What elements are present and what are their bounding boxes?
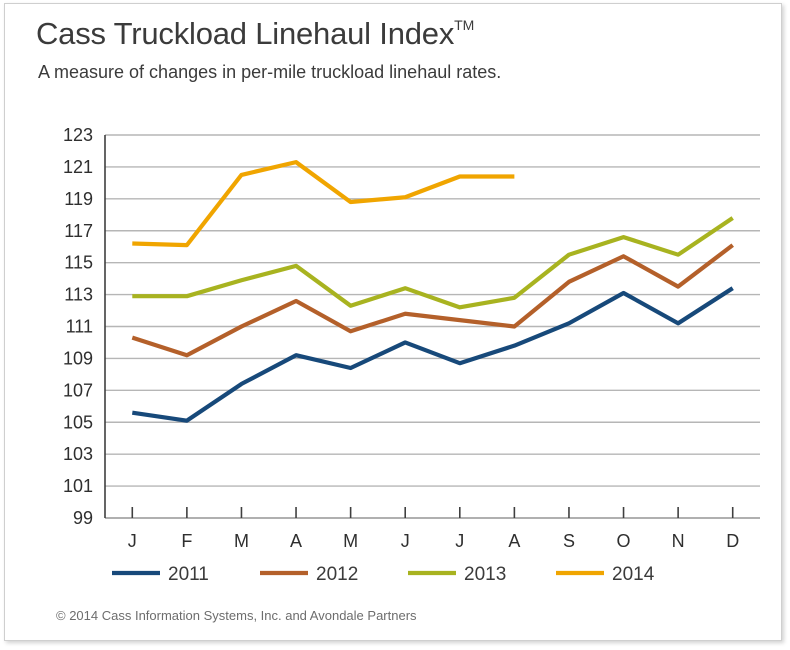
- x-axis-tick-label: A: [290, 531, 302, 551]
- page-title: Cass Truckload Linehaul IndexTM: [36, 16, 474, 52]
- series-line-2012: [131, 243, 734, 358]
- x-axis-tick-label: J: [401, 531, 410, 551]
- page-subtitle: A measure of changes in per-mile trucklo…: [38, 62, 502, 82]
- y-axis-tick-label: 107: [63, 380, 93, 400]
- page-title-text: Cass Truckload Linehaul Index: [36, 16, 455, 51]
- x-axis-tick-label: N: [672, 531, 685, 551]
- series-line-2014: [132, 160, 515, 248]
- y-axis-tick-label: 121: [63, 157, 93, 177]
- y-axis-tick-label: 113: [64, 285, 93, 305]
- legend-label-2014[interactable]: 2014: [612, 564, 655, 585]
- x-axis-tick-label: O: [617, 531, 631, 551]
- legend-label-2011[interactable]: 2011: [168, 564, 209, 585]
- x-axis-tick-label: M: [234, 531, 249, 551]
- y-axis-tick-label: 119: [64, 189, 93, 209]
- y-axis-tick-label: 99: [73, 508, 93, 528]
- x-axis-tick-label: M: [343, 531, 358, 551]
- y-axis-tick-label: 111: [66, 317, 93, 337]
- y-axis-tick-label: 115: [64, 253, 93, 273]
- series-line-2011: [131, 286, 734, 423]
- x-axis-tick-label: D: [726, 531, 739, 551]
- x-axis-tick-label: A: [508, 531, 520, 551]
- y-axis-tick-label: 123: [63, 125, 93, 145]
- y-axis-tick-label: 101: [63, 476, 93, 496]
- copyright-note: © 2014 Cass Information Systems, Inc. an…: [56, 608, 417, 623]
- y-axis-tick-label: 103: [63, 444, 93, 464]
- legend-label-2012[interactable]: 2012: [316, 564, 358, 585]
- x-axis-tick-label: F: [181, 531, 192, 551]
- series-line-2013: [132, 216, 734, 310]
- x-axis-tick-label: J: [128, 531, 137, 551]
- legend-label-2013[interactable]: 2013: [464, 564, 506, 585]
- x-axis-tick-label: J: [455, 531, 464, 551]
- chart-frame: [4, 3, 782, 641]
- y-axis-tick-label: 109: [63, 348, 93, 368]
- y-axis-tick-label: 105: [63, 412, 93, 432]
- x-axis-tick-label: S: [563, 531, 575, 551]
- y-axis-tick-label: 117: [64, 221, 93, 241]
- trademark-symbol: TM: [454, 17, 475, 33]
